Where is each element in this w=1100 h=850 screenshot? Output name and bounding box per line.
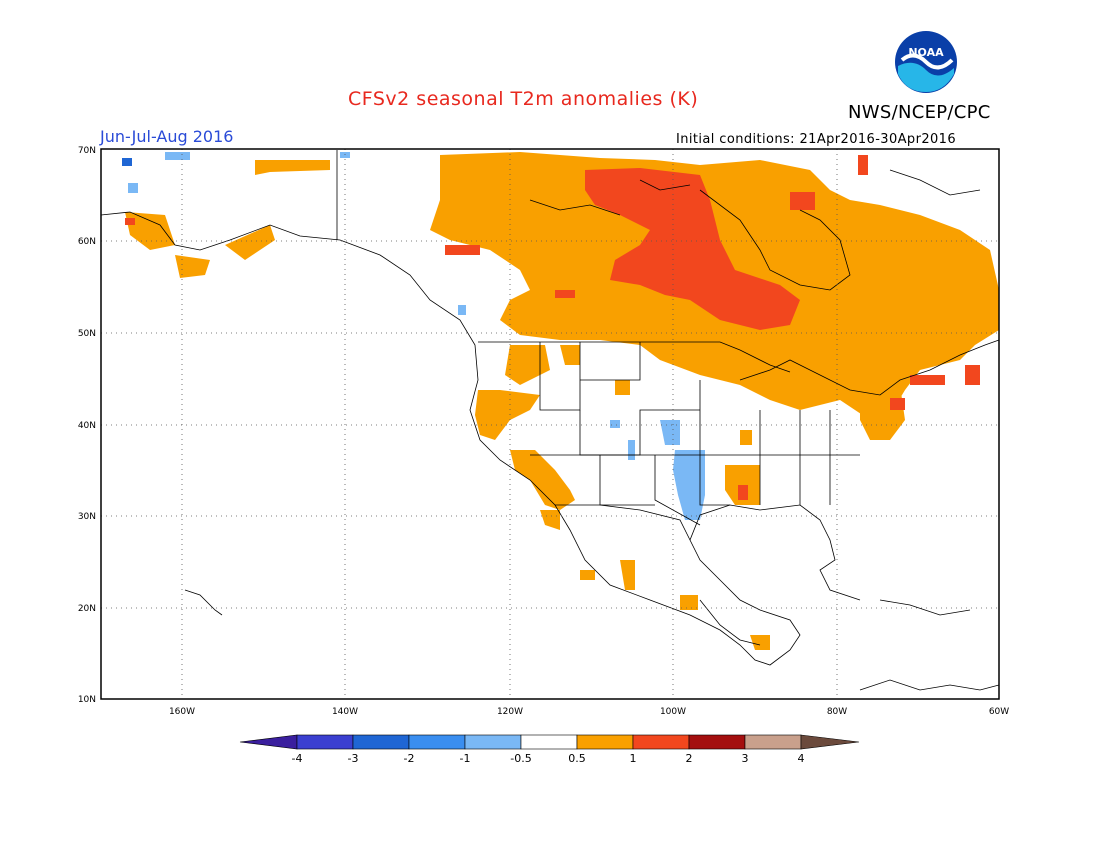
cool-anomaly-regions-strong (122, 158, 132, 166)
initial-conditions-label: Initial conditions: 21Apr2016-30Apr2016 (676, 132, 957, 147)
colorbar-swatch (576, 734, 634, 750)
lat-label: 10N (78, 695, 96, 705)
agency-label: NWS/NCEP/CPC (848, 102, 991, 123)
lon-label: 140W (332, 707, 358, 717)
lat-label: 70N (78, 146, 96, 156)
colorbar-end-high (800, 734, 860, 750)
lon-label: 100W (660, 707, 686, 717)
colorbar-tick-label: 0.5 (568, 752, 586, 765)
colorbar-swatch (408, 734, 466, 750)
lon-label: 120W (497, 707, 523, 717)
colorbar-tick-label: -4 (292, 752, 303, 765)
noaa-logo-text: NOAA (908, 46, 944, 59)
cool-anomaly-regions (128, 152, 705, 520)
colorbar: -4 -3 -2 -1 -0.5 0.5 1 2 3 4 (239, 734, 860, 765)
colorbar-swatch (352, 734, 410, 750)
lat-label: 60N (78, 237, 96, 247)
season-label: Jun-Jul-Aug 2016 (100, 127, 234, 146)
latitude-labels: 10N 20N 30N 40N 50N 60N 70N (78, 146, 96, 705)
colorbar-tick-label: 1 (630, 752, 637, 765)
map-frame (100, 148, 1000, 700)
colorbar-tick-label: 4 (798, 752, 805, 765)
colorbar-swatch (632, 734, 690, 750)
colorbar-tick-label: 2 (686, 752, 693, 765)
lat-label: 30N (78, 512, 96, 522)
colorbar-tick-label: -1 (460, 752, 471, 765)
strong-warm-anomaly-regions (125, 155, 980, 500)
colorbar-end-low (239, 734, 298, 750)
colorbar-tick-label: -3 (348, 752, 359, 765)
noaa-logo: NOAA (895, 31, 957, 93)
lon-label: 160W (169, 707, 195, 717)
political-borders (336, 150, 860, 646)
lat-lon-grid (101, 149, 999, 699)
map-title: CFSv2 seasonal T2m anomalies (K) (348, 88, 699, 110)
colorbar-tick-label: -2 (404, 752, 415, 765)
colorbar-tick-label: -0.5 (510, 752, 531, 765)
lon-label: 80W (827, 707, 847, 717)
lat-label: 50N (78, 329, 96, 339)
colorbar-swatch (296, 734, 354, 750)
colorbar-tick-label: 3 (742, 752, 749, 765)
colorbar-swatch (744, 734, 802, 750)
colorbar-swatch (688, 734, 746, 750)
lat-label: 40N (78, 421, 96, 431)
lon-label: 60W (989, 707, 1009, 717)
map-plot-area (100, 148, 1000, 700)
colorbar-swatch (464, 734, 522, 750)
colorbar-swatch (520, 734, 578, 750)
longitude-labels: 160W 140W 120W 100W 80W 60W (169, 707, 1009, 717)
lat-label: 20N (78, 604, 96, 614)
coastlines (100, 169, 1000, 691)
